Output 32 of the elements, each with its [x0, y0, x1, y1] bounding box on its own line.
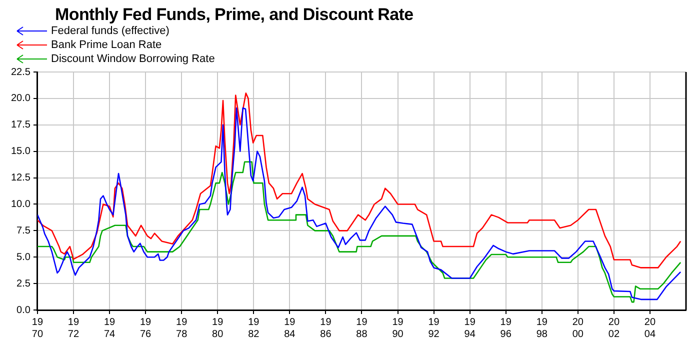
y-tick-label: 7.5 — [16, 225, 31, 236]
x-tick-label: 19 80 — [212, 316, 224, 340]
legend-label: Discount Window Borrowing Rate — [51, 52, 215, 66]
y-tick-label: 0.0 — [16, 304, 31, 316]
x-tick-label: 20 02 — [608, 316, 620, 340]
y-tick-label: 2.5 — [16, 278, 31, 290]
chart-title: Monthly Fed Funds, Prime, and Discount Rate — [55, 5, 414, 25]
y-tick-label: 17.5 — [10, 120, 31, 131]
x-tick-label: 20 00 — [572, 316, 584, 340]
x-tick-label: 19 96 — [500, 316, 512, 340]
y-tick-label: 12.5 — [10, 172, 31, 184]
y-tick-label: 20.0 — [10, 93, 31, 104]
x-tick-label: 19 74 — [104, 316, 116, 340]
x-tick-label: 19 76 — [140, 316, 152, 340]
x-tick-label: 19 88 — [356, 316, 368, 340]
x-tick-label: 19 86 — [320, 316, 332, 340]
x-tick-label: 19 84 — [284, 316, 296, 340]
x-tick-label: 19 72 — [68, 316, 80, 340]
y-tick-label: 22.5 — [10, 66, 31, 78]
legend-label: Federal funds (effective) — [51, 24, 170, 38]
y-tick-label: 15.0 — [10, 146, 31, 158]
y-tick-label: 10.0 — [10, 198, 31, 210]
x-tick-label: 20 04 — [644, 316, 656, 340]
legend-label: Bank Prime Loan Rate — [51, 38, 162, 52]
x-tick-label: 19 98 — [536, 316, 548, 340]
x-tick-label: 19 82 — [248, 316, 260, 340]
y-tick-label: 5.0 — [16, 252, 31, 263]
x-tick-label: 19 94 — [464, 316, 476, 340]
x-tick-label: 19 90 — [392, 316, 404, 340]
x-tick-label: 19 70 — [32, 316, 44, 340]
x-tick-label: 19 92 — [428, 316, 440, 340]
x-tick-label: 19 78 — [176, 316, 188, 340]
